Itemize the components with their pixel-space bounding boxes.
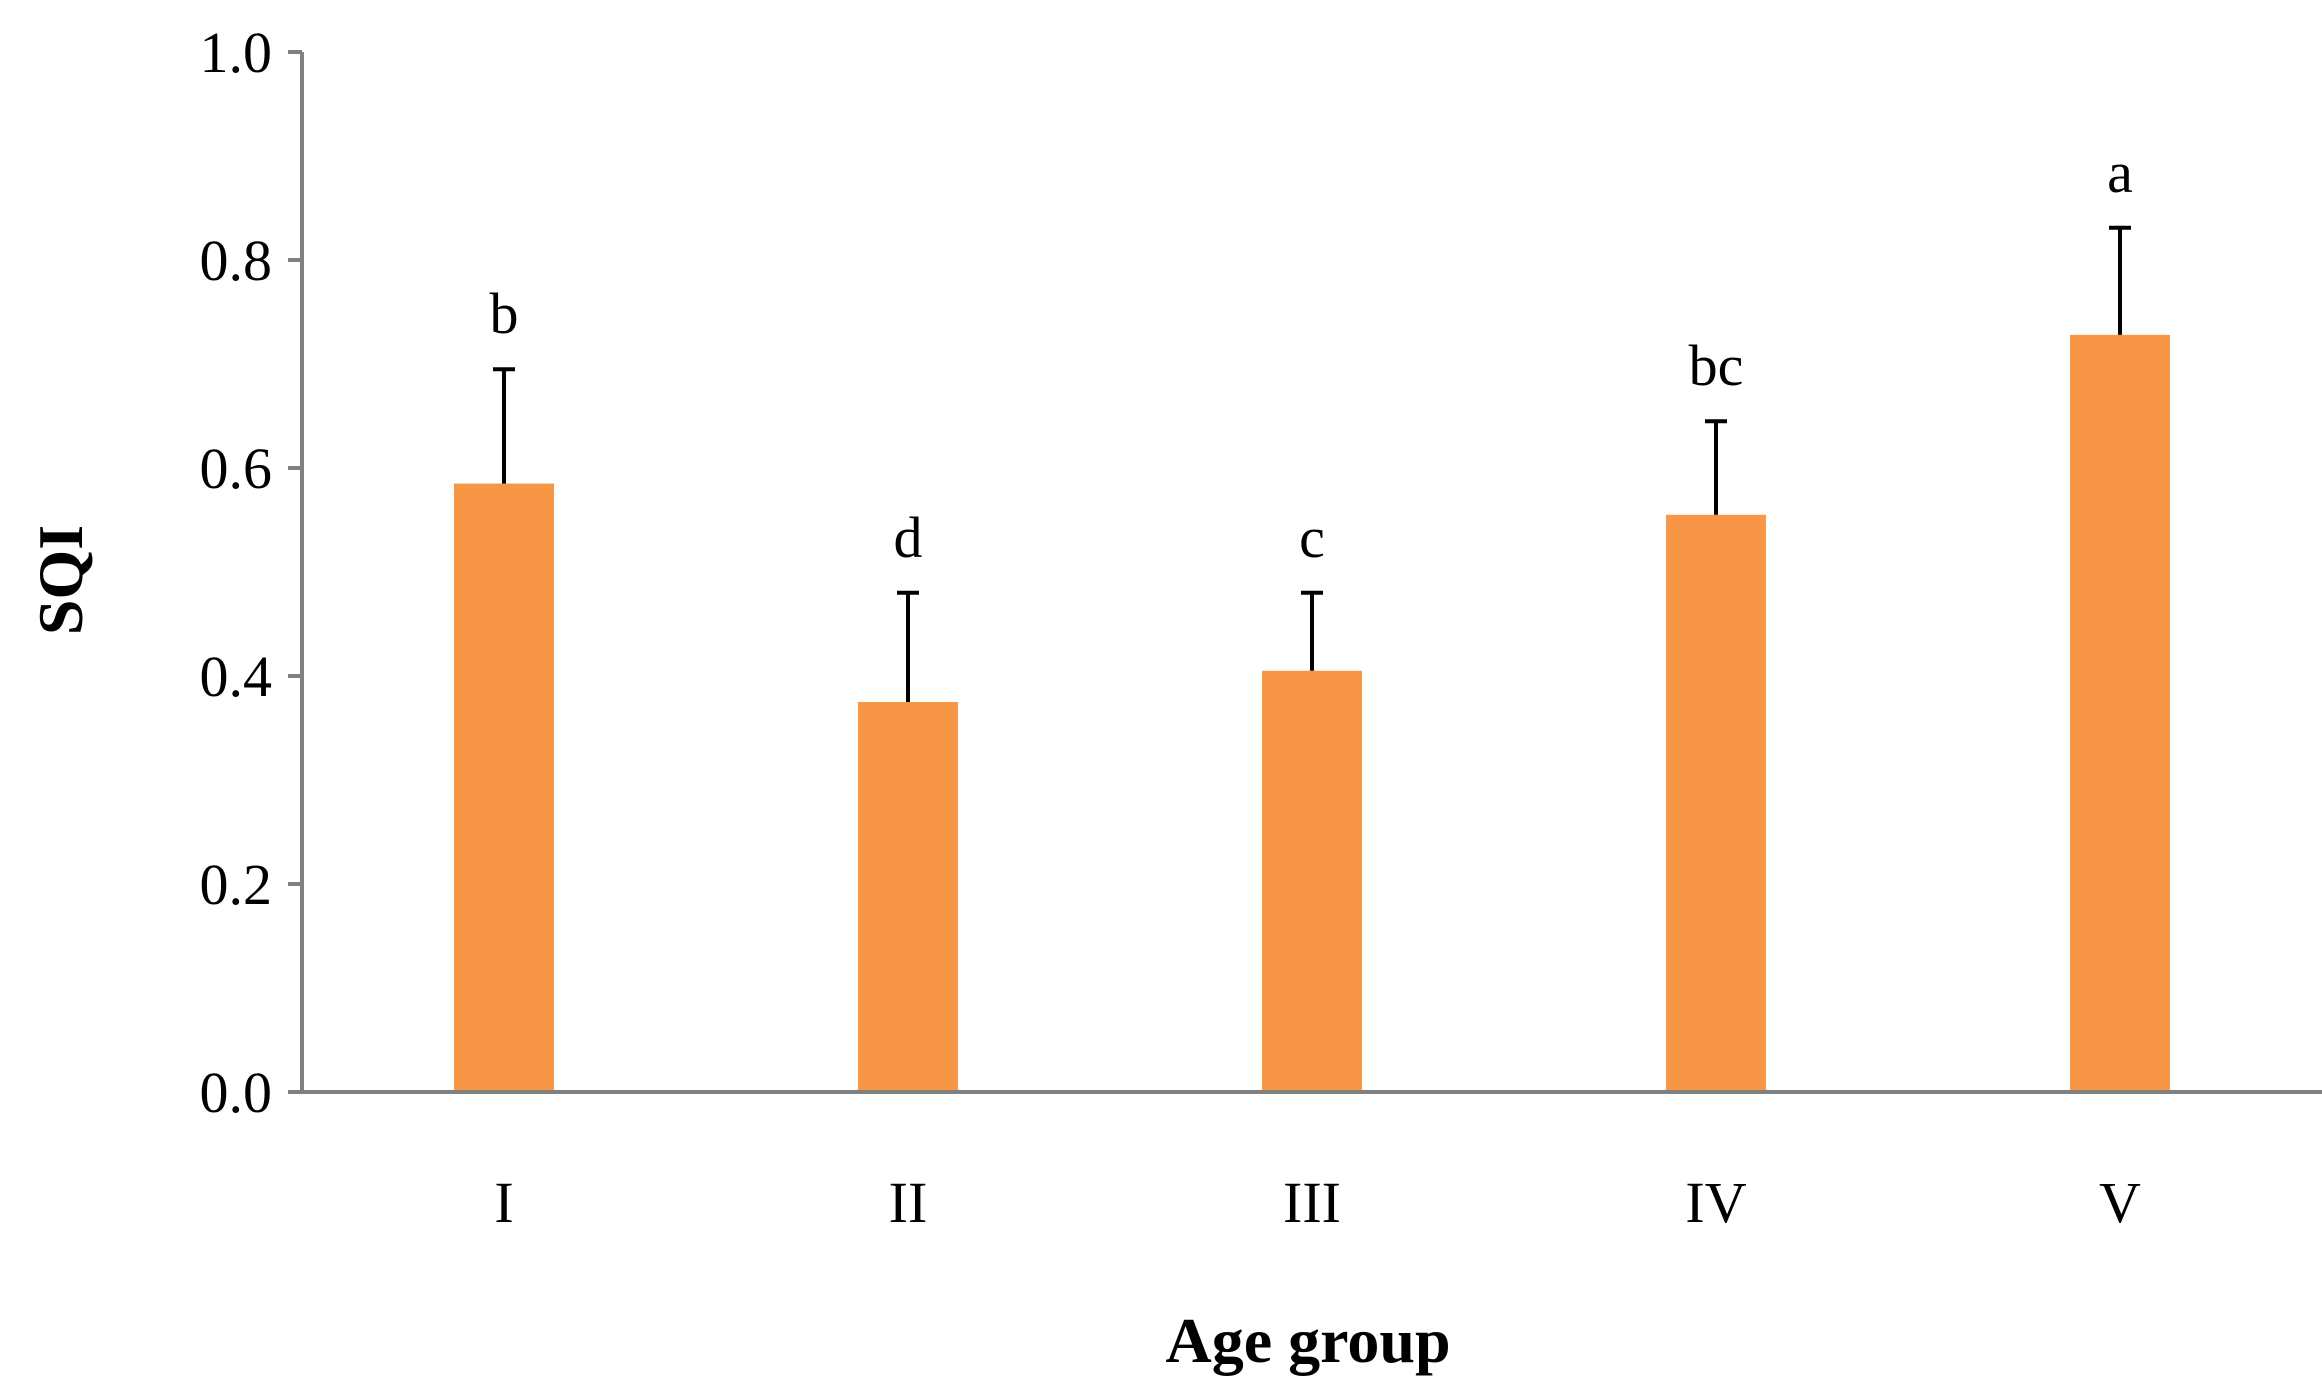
y-tick-label: 0.8 xyxy=(200,228,273,293)
x-tick-label: II xyxy=(889,1170,928,1235)
significance-letter: b xyxy=(490,281,519,346)
bars xyxy=(454,334,2170,1093)
x-tick-label: IV xyxy=(1685,1170,1746,1235)
y-tick-label: 0.2 xyxy=(200,852,273,917)
x-axis-ticks: I II III IV V xyxy=(494,1170,2141,1235)
x-tick-label: I xyxy=(494,1170,513,1235)
error-bars xyxy=(493,225,2131,702)
bar xyxy=(454,483,554,1093)
bar xyxy=(1666,514,1766,1092)
significance-letter: d xyxy=(894,505,923,570)
x-tick-label: III xyxy=(1283,1170,1341,1235)
significance-letters: b d c bc a xyxy=(490,140,2133,570)
x-tick-label: V xyxy=(2099,1170,2141,1235)
bar xyxy=(2070,334,2170,1092)
y-axis-title: SQI xyxy=(25,525,96,635)
significance-letter: c xyxy=(1299,505,1325,570)
y-axis-ticks: 0.0 0.2 0.4 0.6 0.8 1.0 xyxy=(200,20,302,1125)
significance-letter: bc xyxy=(1689,333,1744,398)
bar xyxy=(858,702,958,1092)
y-tick-label: 1.0 xyxy=(200,20,273,85)
significance-letter: a xyxy=(2107,140,2133,205)
bar xyxy=(1262,670,1362,1092)
x-axis-title: Age group xyxy=(1165,1305,1450,1376)
y-tick-label: 0.6 xyxy=(200,436,273,501)
y-tick-label: 0.4 xyxy=(200,644,273,709)
y-tick-label: 0.0 xyxy=(200,1060,273,1125)
